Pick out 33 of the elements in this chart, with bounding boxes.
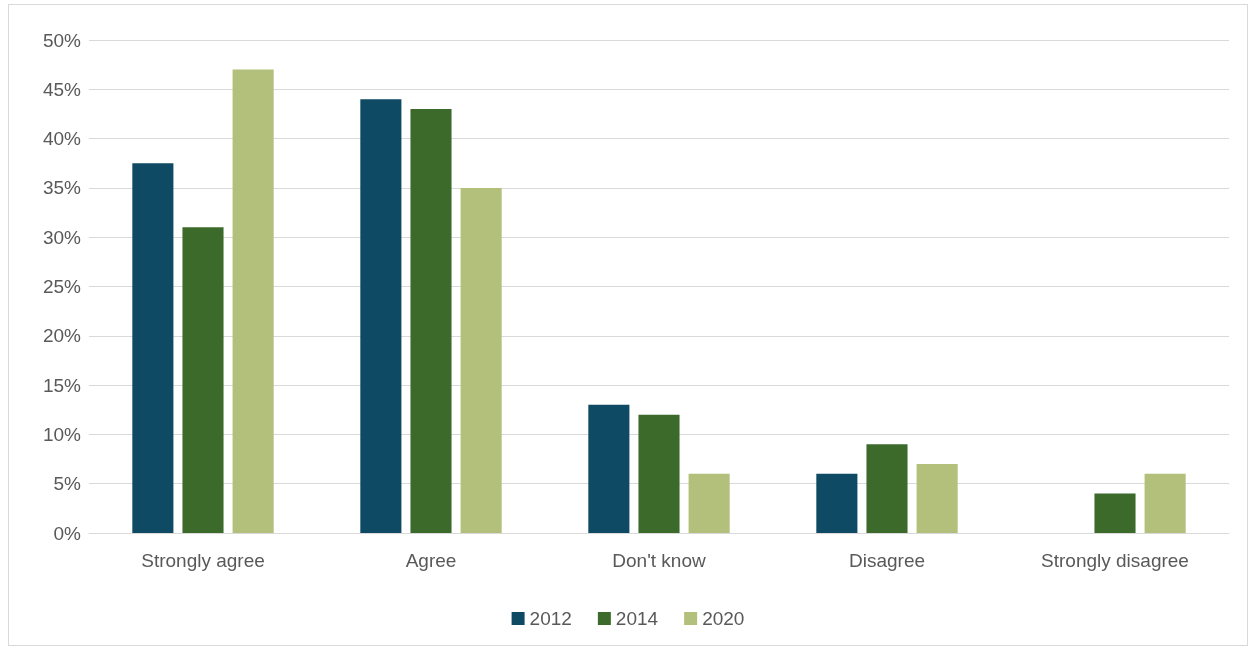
y-tick-label: 35% (42, 177, 82, 199)
y-tick-label: 40% (42, 128, 82, 150)
y-tick-label: 5% (53, 473, 82, 495)
y-tick-label: 30% (42, 226, 82, 248)
bar (460, 187, 502, 533)
bar (1144, 473, 1186, 533)
y-tick-label: 20% (42, 325, 82, 347)
bar (916, 463, 958, 533)
x-tick-label: Strongly agree (141, 550, 265, 571)
bar (232, 69, 274, 533)
x-tick-label: Disagree (848, 550, 926, 571)
bar (638, 414, 680, 533)
bar (182, 227, 224, 533)
bar (410, 109, 452, 533)
y-tick-label: 0% (53, 522, 82, 544)
bar (360, 99, 402, 533)
legend-label: 2012 (529, 608, 572, 629)
bar (688, 473, 730, 533)
x-tick-label: Don't know (612, 550, 706, 571)
y-tick-label: 45% (42, 78, 82, 100)
y-tick-label: 10% (42, 423, 82, 445)
bar (866, 444, 908, 533)
x-tick-label: Agree (405, 550, 457, 571)
bar (1094, 493, 1136, 533)
y-tick-label: 15% (42, 374, 82, 396)
bar (816, 473, 858, 533)
y-tick-label: 25% (42, 276, 82, 297)
bar (588, 404, 630, 533)
y-tick-label: 50% (42, 29, 82, 51)
legend-label: 2020 (702, 608, 745, 629)
x-tick-label: Strongly disagree (1041, 550, 1189, 571)
bar (132, 163, 174, 533)
legend-label: 2014 (615, 608, 659, 629)
